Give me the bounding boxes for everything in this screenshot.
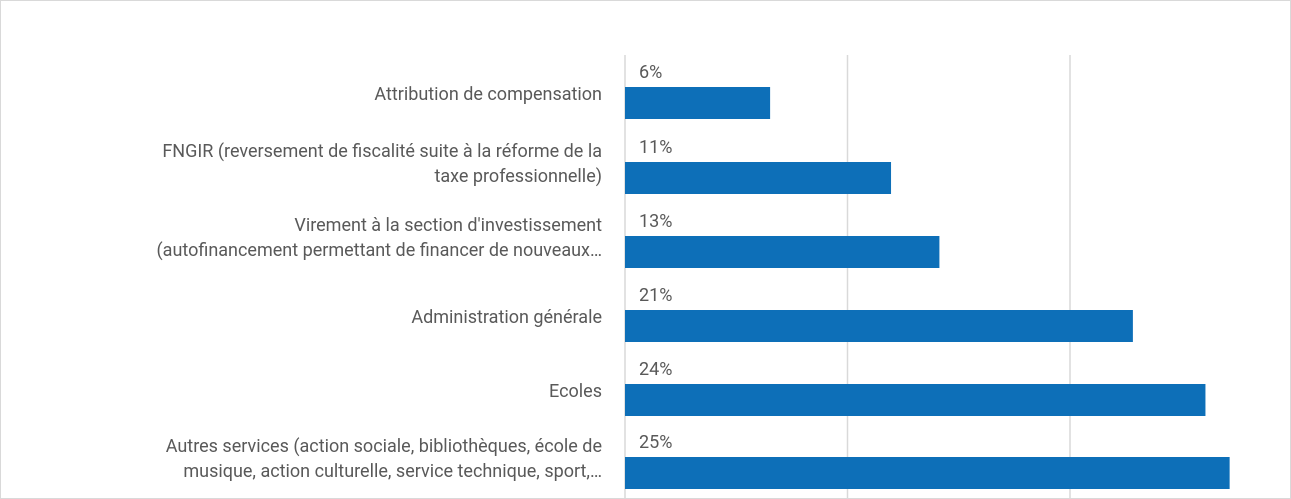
bar bbox=[625, 384, 1206, 416]
category-label: Autres services (action sociale, bibliot… bbox=[166, 436, 602, 457]
data-label: 21% bbox=[639, 285, 672, 306]
data-label: 24% bbox=[639, 359, 672, 380]
category-label: Ecoles bbox=[549, 381, 602, 402]
category-label: taxe professionnelle) bbox=[434, 166, 602, 187]
bar bbox=[625, 87, 771, 119]
category-label: Attribution de compensation bbox=[374, 84, 602, 105]
bar bbox=[625, 310, 1133, 342]
category-label: (autofinancement permettant de financer … bbox=[157, 240, 603, 261]
bar bbox=[625, 236, 940, 268]
bar bbox=[625, 457, 1230, 489]
data-label: 11% bbox=[639, 137, 672, 158]
data-label: 6% bbox=[639, 62, 662, 83]
category-label: Administration générale bbox=[411, 307, 602, 328]
category-label: musique, action culturelle, service tech… bbox=[183, 461, 602, 482]
category-label: Virement à la section d'investissement bbox=[294, 215, 602, 236]
data-label: 13% bbox=[639, 211, 672, 232]
data-label: 25% bbox=[639, 432, 672, 453]
bar bbox=[625, 162, 892, 194]
category-label: FNGIR (reversement de fiscalité suite à … bbox=[162, 141, 602, 162]
